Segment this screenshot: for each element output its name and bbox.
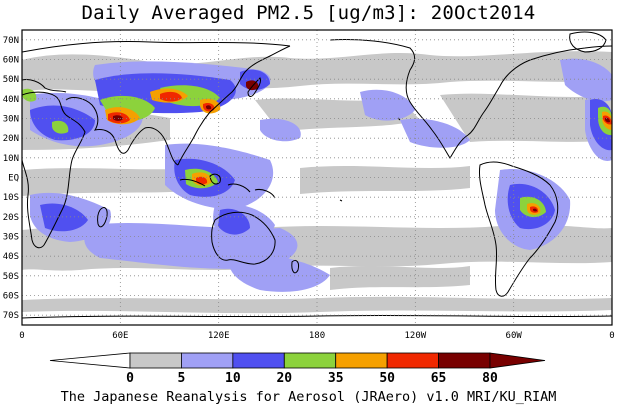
colorbar-upper-extension [489, 352, 546, 369]
colorbar-label-20: 20 [276, 371, 292, 386]
colorbar-label-35: 35 [328, 371, 344, 386]
lat-label-40s: 40S [3, 252, 19, 262]
lon-label-60e: 60E [112, 331, 128, 341]
colorbar-swatch [129, 352, 182, 369]
lat-label-50n: 50N [3, 75, 19, 85]
lon-label-180: 180 [309, 331, 325, 341]
colorbar-lower-extension [49, 352, 131, 369]
colorbar-swatch [283, 352, 337, 369]
colorbar-swatch [232, 352, 285, 369]
lon-label-0: 0 [609, 331, 614, 341]
footer-credit: The Japanese Reanalysis for Aerosol (JRA… [60, 389, 557, 405]
latitude-labels: 70N 60N 50N 40N 30N 20N 10N EQ 10S 20S 30S 40S 50S 60… [3, 36, 19, 321]
colorbar-label-80: 80 [482, 371, 498, 386]
lat-label-50s: 50S [3, 272, 19, 282]
pm25-field [22, 30, 612, 325]
colorbar-label-10: 10 [225, 371, 241, 386]
colorbar: 0 5 10 20 35 50 65 80 [49, 352, 546, 386]
colorbar-swatch [181, 352, 234, 369]
lat-label-30s: 30S [3, 233, 19, 243]
coastlines [22, 31, 612, 319]
colorbar-swatch [438, 352, 491, 369]
colorbar-label-0: 0 [126, 371, 134, 386]
colorbar-label-65: 65 [431, 371, 447, 386]
colorbar-label-50: 50 [379, 371, 395, 386]
map-title: Daily Averaged PM2.5 [ug/m3]: 20Oct2014 [81, 2, 536, 24]
lat-label-20s: 20S [3, 213, 19, 223]
lat-label-40n: 40N [3, 95, 19, 105]
lat-label-20n: 20N [3, 134, 19, 144]
lat-label-eq: EQ [8, 174, 19, 184]
longitude-labels: 0 60E 120E 180 120W 60W 0 [19, 331, 614, 341]
lat-label-70s: 70S [3, 311, 19, 321]
colorbar-label-5: 5 [178, 371, 186, 386]
colorbar-swatch [386, 352, 439, 369]
lon-label-120e: 120E [208, 331, 230, 341]
lon-label-0: 0 [19, 331, 24, 341]
lat-label-10n: 10N [3, 154, 19, 164]
lon-label-60w: 60W [506, 331, 523, 341]
lat-label-60n: 60N [3, 56, 19, 66]
lat-label-10s: 10S [3, 193, 19, 203]
lat-label-70n: 70N [3, 36, 19, 46]
lat-label-60s: 60S [3, 292, 19, 302]
lon-label-120w: 120W [404, 331, 426, 341]
colorbar-swatch [335, 352, 388, 369]
map-frame [21, 29, 613, 326]
lat-label-30n: 30N [3, 115, 19, 125]
